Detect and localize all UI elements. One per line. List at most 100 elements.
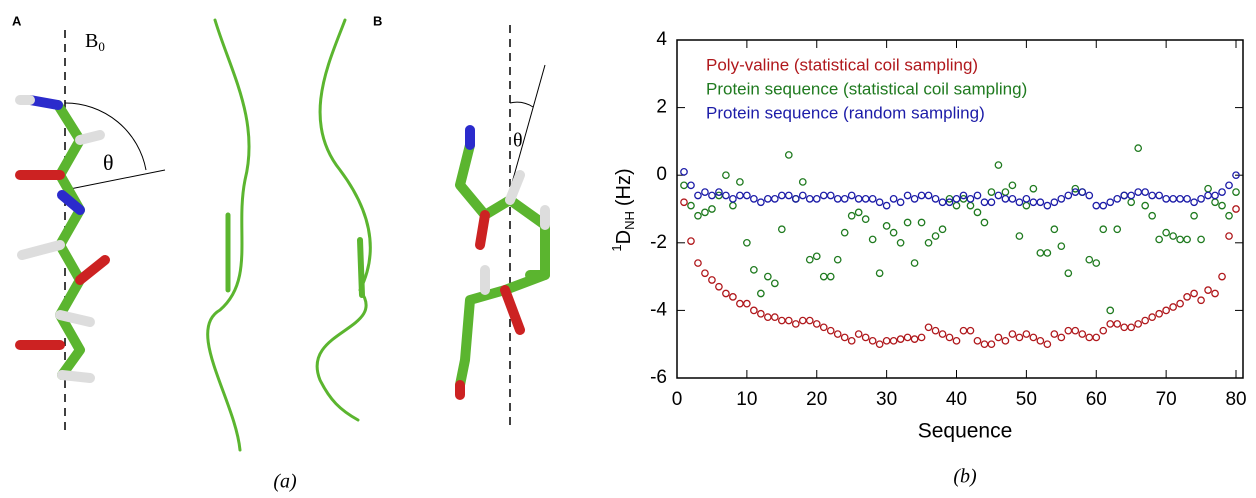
data-point bbox=[1057, 333, 1066, 342]
data-point bbox=[1204, 184, 1212, 193]
data-point bbox=[959, 191, 968, 200]
data-point bbox=[1029, 184, 1038, 193]
data-point bbox=[945, 333, 954, 342]
data-point bbox=[1141, 316, 1150, 325]
data-point bbox=[729, 201, 737, 210]
data-point bbox=[694, 191, 702, 200]
data-point bbox=[1225, 232, 1233, 240]
data-point bbox=[722, 191, 730, 200]
data-point bbox=[875, 198, 884, 207]
data-point bbox=[1050, 198, 1059, 207]
data-point bbox=[1022, 330, 1031, 338]
data-point bbox=[833, 330, 842, 338]
data-point bbox=[952, 201, 961, 210]
data-point bbox=[1008, 330, 1017, 338]
data-point bbox=[1155, 235, 1163, 244]
data-point bbox=[1001, 188, 1010, 196]
data-point bbox=[708, 276, 716, 284]
data-point bbox=[1008, 181, 1017, 190]
data-point bbox=[784, 151, 793, 159]
data-point bbox=[812, 252, 821, 261]
data-point bbox=[743, 191, 751, 200]
data-point bbox=[1225, 211, 1233, 220]
data-point bbox=[1176, 195, 1184, 203]
data-point bbox=[1099, 225, 1108, 234]
data-point bbox=[1064, 269, 1073, 278]
data-point bbox=[819, 323, 828, 332]
data-point bbox=[840, 228, 849, 237]
data-point bbox=[875, 340, 884, 349]
data-point bbox=[784, 316, 793, 325]
panel-label: B bbox=[373, 13, 382, 28]
data-point bbox=[959, 326, 968, 335]
data-point bbox=[826, 326, 835, 335]
data-point bbox=[938, 225, 947, 234]
data-point bbox=[966, 201, 975, 210]
data-point bbox=[1036, 336, 1045, 345]
panel-label: A bbox=[12, 13, 22, 28]
data-point bbox=[1218, 272, 1226, 281]
data-point bbox=[896, 198, 905, 207]
data-point bbox=[1029, 333, 1038, 342]
data-point bbox=[757, 198, 765, 207]
data-point bbox=[896, 238, 905, 247]
data-point bbox=[910, 259, 919, 267]
legend-entry: Poly-valine (statistical coil sampling) bbox=[706, 55, 978, 74]
data-point bbox=[680, 167, 688, 176]
y-tick-label: -2 bbox=[650, 232, 667, 253]
x-tick-label: 70 bbox=[1156, 389, 1177, 410]
x-tick-label: 20 bbox=[806, 389, 827, 410]
data-point bbox=[903, 191, 912, 200]
data-point bbox=[966, 195, 975, 203]
data-point bbox=[1176, 299, 1184, 308]
data-point bbox=[847, 336, 856, 345]
data-point bbox=[1036, 198, 1045, 207]
data-point bbox=[924, 323, 933, 332]
data-point bbox=[1099, 201, 1108, 210]
data-point bbox=[1197, 195, 1205, 203]
data-point bbox=[1001, 195, 1010, 203]
data-point bbox=[812, 195, 821, 203]
data-point bbox=[777, 316, 786, 325]
data-point bbox=[973, 191, 982, 200]
data-point bbox=[847, 191, 856, 200]
data-point bbox=[763, 272, 772, 281]
data-point bbox=[910, 335, 919, 343]
data-point bbox=[980, 218, 989, 227]
data-point bbox=[687, 181, 695, 190]
data-point bbox=[931, 195, 940, 203]
data-point bbox=[708, 205, 716, 213]
data-point bbox=[1148, 191, 1157, 200]
data-point bbox=[694, 259, 702, 267]
data-point bbox=[736, 299, 744, 308]
data-point bbox=[994, 333, 1003, 342]
data-point bbox=[770, 279, 779, 288]
data-point bbox=[1057, 195, 1066, 203]
caption: (a) bbox=[273, 471, 297, 493]
y-tick-label: -6 bbox=[650, 367, 667, 388]
data-point bbox=[1064, 326, 1073, 335]
data-point bbox=[1050, 330, 1059, 338]
data-point bbox=[1155, 309, 1163, 318]
data-point bbox=[952, 336, 961, 345]
data-point bbox=[973, 336, 982, 345]
x-tick-label: 0 bbox=[672, 389, 683, 410]
data-point bbox=[805, 195, 814, 203]
data-point bbox=[1015, 198, 1024, 207]
data-point bbox=[980, 340, 989, 349]
data-point bbox=[1127, 191, 1136, 200]
data-point bbox=[1190, 289, 1198, 298]
data-point bbox=[791, 195, 800, 203]
data-point bbox=[1113, 320, 1122, 328]
data-point bbox=[861, 215, 870, 223]
data-point bbox=[729, 195, 737, 203]
data-point bbox=[1134, 320, 1143, 328]
x-axis-label: Sequence bbox=[918, 420, 1013, 443]
data-point bbox=[743, 238, 751, 247]
data-point bbox=[1148, 313, 1157, 322]
data-point bbox=[1162, 195, 1170, 203]
legend-entry: Protein sequence (random sampling) bbox=[706, 103, 985, 122]
data-point bbox=[1218, 188, 1226, 196]
data-point bbox=[1120, 191, 1129, 200]
